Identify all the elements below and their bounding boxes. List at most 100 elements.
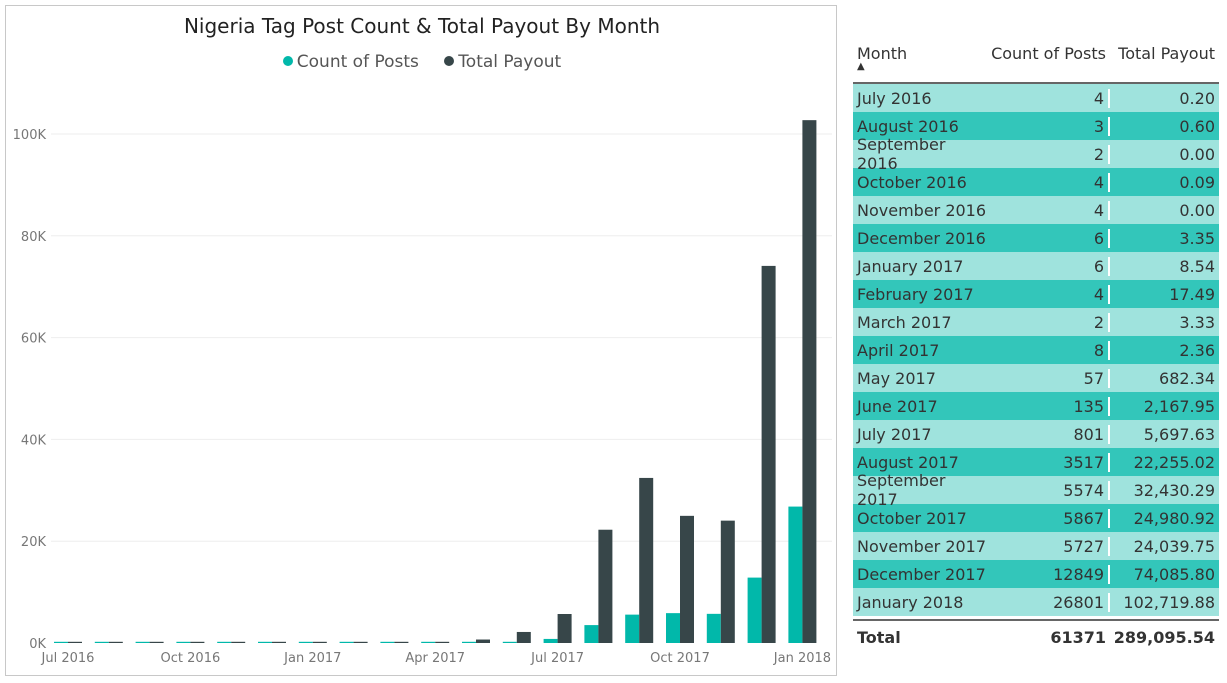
table-row[interactable]: August 2017 3517 22,255.02 bbox=[853, 448, 1219, 476]
table-row[interactable]: January 2018 26801 102,719.88 bbox=[853, 588, 1219, 616]
legend-item-payout[interactable]: Total Payout bbox=[444, 52, 561, 72]
bar-payout bbox=[108, 641, 123, 643]
table-row[interactable]: August 2016 3 0.60 bbox=[853, 112, 1219, 140]
x-tick-label: Apr 2017 bbox=[405, 651, 465, 666]
legend-dot-icon bbox=[282, 56, 293, 66]
table-row[interactable]: April 2017 8 2.36 bbox=[853, 336, 1219, 364]
bar-count bbox=[421, 641, 436, 643]
header-label: Month bbox=[857, 44, 908, 63]
legend-item-count[interactable]: Count of Posts bbox=[282, 52, 419, 72]
cell-payout: 24,980.92 bbox=[1133, 508, 1215, 528]
bar-chart: Nigeria Tag Post Count & Total Payout By… bbox=[5, 5, 837, 676]
y-tick-label: 60K bbox=[21, 332, 47, 347]
table-row[interactable]: September 2017 5574 32,430.29 bbox=[853, 471, 1219, 509]
chart-title: Nigeria Tag Post Count & Total Payout By… bbox=[183, 14, 661, 38]
cell-count: 4 bbox=[988, 88, 1110, 108]
bar-payout bbox=[720, 520, 735, 643]
header-payout[interactable]: Total Payout bbox=[1118, 44, 1215, 63]
x-tick-label: Jul 2016 bbox=[41, 651, 95, 666]
bar-payout bbox=[761, 265, 776, 643]
cell-count: 6 bbox=[988, 228, 1110, 248]
table-row[interactable]: December 2016 6 3.35 bbox=[853, 224, 1219, 252]
cell-count: 5867 bbox=[988, 508, 1110, 528]
cell-payout: 3.35 bbox=[1179, 228, 1215, 248]
cell-count: 3517 bbox=[988, 452, 1110, 472]
header-month[interactable]: Month ▲ bbox=[853, 44, 988, 72]
bar-payout bbox=[394, 641, 409, 643]
cell-payout: 2,167.95 bbox=[1143, 396, 1215, 416]
bar-count bbox=[747, 577, 762, 643]
table-row[interactable]: July 2016 4 0.20 bbox=[853, 84, 1219, 112]
cell-payout: 0.00 bbox=[1179, 144, 1215, 164]
header-count[interactable]: Count of Posts bbox=[991, 44, 1106, 63]
bar-payout bbox=[598, 529, 613, 643]
bar-payout bbox=[272, 641, 286, 643]
cell-payout: 5,697.63 bbox=[1143, 424, 1215, 444]
cell-payout: 0.60 bbox=[1179, 116, 1215, 136]
cell-payout: 17.49 bbox=[1169, 284, 1215, 304]
cell-count: 5574 bbox=[988, 480, 1110, 500]
cell-month: May 2017 bbox=[857, 368, 936, 388]
cell-month: September 2017 bbox=[857, 471, 946, 509]
table-row[interactable]: January 2017 6 8.54 bbox=[853, 252, 1219, 280]
table-row[interactable]: October 2017 5867 24,980.92 bbox=[853, 504, 1219, 532]
bar-payout bbox=[353, 641, 368, 643]
cell-payout: 2.36 bbox=[1179, 340, 1215, 360]
cell-payout: 3.33 bbox=[1179, 312, 1215, 332]
table-row[interactable]: December 2017 12849 74,085.80 bbox=[853, 560, 1219, 588]
cell-count: 12849 bbox=[988, 564, 1110, 584]
bar-payout bbox=[68, 641, 82, 643]
total-payout: 289,095.54 bbox=[1113, 627, 1215, 647]
table-row[interactable]: July 2017 801 5,697.63 bbox=[853, 420, 1219, 448]
cell-payout: 0.09 bbox=[1179, 172, 1215, 192]
cell-month: November 2016 bbox=[857, 200, 987, 220]
table-header: Month ▲ Count of Posts Total Payout bbox=[853, 44, 1219, 84]
bar-count bbox=[706, 613, 721, 643]
x-tick-label: Oct 2016 bbox=[161, 651, 221, 666]
bar-count bbox=[217, 641, 232, 643]
bar-payout bbox=[476, 639, 490, 643]
cell-month: October 2017 bbox=[857, 508, 967, 528]
cell-count: 4 bbox=[988, 200, 1110, 220]
table-row[interactable]: June 2017 135 2,167.95 bbox=[853, 392, 1219, 420]
plot-area: 0K 20K 40K 60K 80K 100K Jul 2016 Oct 2016 Jan 20… bbox=[13, 120, 832, 666]
cell-payout: 24,039.75 bbox=[1133, 536, 1215, 556]
table-row[interactable]: March 2017 2 3.33 bbox=[853, 308, 1219, 336]
cell-count: 26801 bbox=[988, 592, 1110, 612]
bar-count bbox=[502, 641, 517, 643]
cell-month: September 2016 bbox=[857, 135, 946, 173]
cell-count: 5727 bbox=[988, 536, 1110, 556]
cell-payout: 102,719.88 bbox=[1123, 592, 1215, 612]
total-row: Total 61371 289,095.54 bbox=[853, 619, 1219, 653]
bar-count bbox=[176, 641, 191, 643]
legend-label: Total Payout bbox=[458, 52, 562, 72]
cell-month: January 2017 bbox=[857, 256, 964, 276]
table-row[interactable]: November 2017 5727 24,039.75 bbox=[853, 532, 1219, 560]
table-row[interactable]: September 2016 2 0.00 bbox=[853, 135, 1219, 173]
legend-dot-icon bbox=[444, 56, 455, 66]
bar-payout bbox=[231, 641, 246, 643]
cell-month: December 2017 bbox=[857, 564, 986, 584]
bar-count bbox=[788, 506, 803, 643]
bar-count bbox=[135, 641, 150, 643]
bar-payout bbox=[802, 120, 817, 643]
cell-payout: 682.34 bbox=[1159, 368, 1215, 388]
x-tick-label: Jan 2018 bbox=[773, 651, 831, 666]
cell-month: June 2017 bbox=[857, 396, 938, 416]
cell-count: 4 bbox=[988, 284, 1110, 304]
cell-payout: 0.20 bbox=[1179, 88, 1215, 108]
cell-count: 801 bbox=[988, 424, 1110, 444]
bar-count bbox=[543, 638, 558, 643]
table-row[interactable]: May 2017 57 682.34 bbox=[853, 364, 1219, 392]
legend-label: Count of Posts bbox=[296, 52, 419, 72]
cell-count: 3 bbox=[988, 116, 1110, 136]
table-row[interactable]: November 2016 4 0.00 bbox=[853, 196, 1219, 224]
bar-payout bbox=[639, 477, 654, 643]
cell-count: 57 bbox=[988, 368, 1110, 388]
bar-count bbox=[666, 613, 680, 643]
table-row[interactable]: October 2016 4 0.09 bbox=[853, 168, 1219, 196]
table-row[interactable]: February 2017 4 17.49 bbox=[853, 280, 1219, 308]
bar-count bbox=[54, 641, 68, 643]
cell-month: December 2016 bbox=[857, 228, 986, 248]
chart-legend: Count of Posts Total Payout bbox=[6, 52, 838, 72]
